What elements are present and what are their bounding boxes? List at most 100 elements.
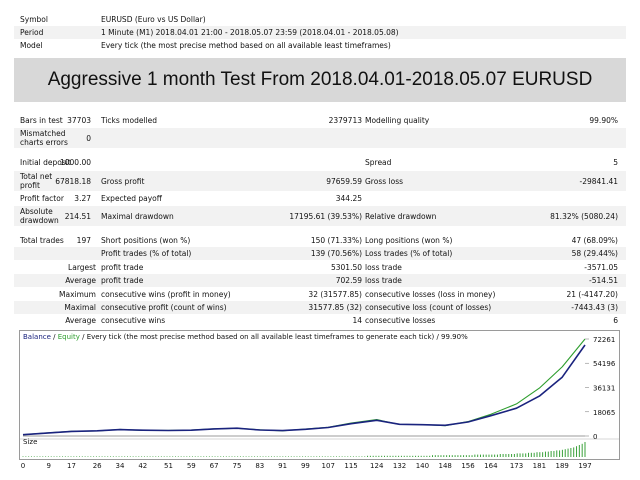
legend-balance: Balance [23, 333, 51, 341]
legend-equity: Equity [57, 333, 80, 341]
y-tick-label: 72261 [593, 336, 615, 344]
pf-value: 3.27 [74, 194, 91, 203]
period-value: 1 Minute (M1) 2018.04.01 21:00 - 2018.05… [101, 28, 399, 37]
stats-row-pf: Profit factor 3.27 Expected payoff 344.2… [14, 192, 626, 205]
model-value: Every tick (the most precise method base… [101, 41, 391, 50]
pf-label: Profit factor [20, 194, 64, 203]
lt-value: 58 (29.44%) [571, 249, 618, 258]
mismatch-label: Mismatched charts errors [20, 129, 68, 147]
size-label: Size [23, 438, 38, 446]
ticks-label: Ticks modelled [101, 116, 158, 125]
x-tick-label: 9 [46, 462, 51, 470]
x-tick-label: 99 [300, 462, 310, 470]
x-tick-label: 59 [186, 462, 196, 470]
legend-sep2: / [79, 333, 87, 341]
max-cw-label: consecutive wins (profit in money) [101, 290, 231, 299]
page-title: Aggressive 1 month Test From 2018.04.01-… [47, 69, 593, 90]
mismatch-value: 0 [86, 134, 91, 143]
average-label: Average [65, 276, 96, 285]
avg-lt-value: -514.51 [589, 276, 618, 285]
bars-label: Bars in test [20, 116, 63, 125]
x-tick-label: 91 [278, 462, 288, 470]
bars-value: 37703 [67, 116, 91, 125]
x-tick-label: 115 [344, 462, 358, 470]
chart-plot: 72261 54196 36131 18065 0 [20, 336, 619, 457]
mismatch-label-line2: charts errors [20, 138, 68, 147]
x-tick-label: 197 [578, 462, 592, 470]
max-cw-value: 32 (31577.85) [308, 290, 362, 299]
x-tick-label: 124 [370, 462, 384, 470]
pt-value: 139 (70.56%) [310, 249, 362, 258]
absdd-label-line1: Absolute [20, 207, 53, 216]
short-value: 150 (71.33%) [310, 236, 362, 245]
mal-cp-label: consecutive profit (count of wins) [101, 303, 227, 312]
balance-line [22, 344, 586, 436]
mismatch-label-line1: Mismatched [20, 129, 66, 138]
legend-description: Every tick (the most precise method base… [86, 333, 468, 341]
largest-pt-label: profit trade [101, 263, 144, 272]
avg-cw-value: 14 [352, 316, 362, 325]
y-tick-label: 18065 [593, 409, 615, 417]
x-tick-label: 67 [209, 462, 219, 470]
mal-cp-value: 31577.85 (32) [308, 303, 362, 312]
x-tick-label: 156 [461, 462, 475, 470]
period-label: Period [20, 28, 44, 37]
x-tick-label: 173 [509, 462, 524, 470]
quality-label: Modelling quality [365, 116, 430, 125]
model-label: Model [20, 41, 43, 50]
x-tick-label: 17 [67, 462, 76, 470]
x-tick-label: 189 [555, 462, 569, 470]
grossloss-value: -29841.41 [579, 177, 619, 186]
stats-row-deposit: Initial deposit 1000.00 Spread 5 [14, 156, 626, 169]
avg-cl-label: consecutive losses [365, 316, 436, 325]
stats-row-largest: Largest profit trade 5301.50 loss trade … [14, 261, 626, 274]
absdd-label: Absolute drawdown [20, 207, 59, 225]
x-tick-label: 148 [438, 462, 452, 470]
x-tick-label: 26 [92, 462, 102, 470]
stats-row-pt: Profit trades (% of total) 139 (70.56%) … [14, 247, 626, 260]
x-tick-label: 34 [115, 462, 125, 470]
largest-label: Largest [68, 263, 96, 272]
maximum-label: Maximum [59, 290, 96, 299]
avg-pt-value: 702.59 [335, 276, 362, 285]
netprofit-label-line1: Total net [20, 172, 53, 181]
stats-row-drawdown: Absolute drawdown 214.51 Maximal drawdown… [14, 206, 626, 226]
maximal-label: Maximal [64, 303, 96, 312]
lt-label: Loss trades (% of total) [365, 249, 453, 258]
stats-row-average: Average profit trade 702.59 loss trade -… [14, 274, 626, 287]
stats-row-trades: Total trades 197 Short positions (won %)… [14, 234, 626, 247]
avg-pt-label: profit trade [101, 276, 144, 285]
ticks-value: 2379713 [328, 116, 362, 125]
long-value: 47 (68.09%) [571, 236, 618, 245]
y-tick-label: 36131 [593, 384, 615, 392]
model-row: Model Every tick (the most precise metho… [14, 39, 626, 52]
avg-cl-value: 6 [613, 316, 618, 325]
netprofit-label: Total net profit [20, 172, 52, 190]
netprofit-label-line2: profit [20, 181, 40, 190]
stats-row-maximal: Maximal consecutive profit (count of win… [14, 301, 626, 314]
netprofit-value: 67818.18 [55, 177, 91, 186]
spread-label: Spread [365, 158, 392, 167]
payoff-value: 344.25 [335, 194, 362, 203]
deposit-label: Initial deposit [20, 158, 71, 167]
chart-legend: Balance / Equity / Every tick (the most … [23, 333, 468, 341]
short-label: Short positions (won %) [101, 236, 191, 245]
maxdd-label: Maximal drawdown [101, 212, 174, 221]
period-row: Period 1 Minute (M1) 2018.04.01 21:00 - … [14, 26, 626, 39]
payoff-label: Expected payoff [101, 194, 162, 203]
max-cl-label: consecutive losses (loss in money) [365, 290, 496, 299]
stats-row-maximum: Maximum consecutive wins (profit in mone… [14, 288, 626, 301]
stats-row-netprofit: Total net profit 67818.18 Gross profit 97… [14, 171, 626, 191]
grossprofit-value: 97659.59 [326, 177, 362, 186]
long-label: Long positions (won %) [365, 236, 453, 245]
symbol-row: Symbol EURUSD (Euro vs US Dollar) [14, 13, 626, 26]
mal-cl-value: -7443.43 (3) [571, 303, 618, 312]
y-tick-label: 54196 [593, 360, 616, 368]
x-tick-label: 51 [164, 462, 173, 470]
largest-lt-value: -3571.05 [584, 263, 618, 272]
legend-sep1: / [50, 333, 58, 341]
equity-line [22, 338, 586, 436]
x-tick-label: 164 [484, 462, 498, 470]
stats-row-bars: Bars in test 37703 Ticks modelled 237971… [14, 114, 626, 127]
x-tick-label: 140 [415, 462, 430, 470]
